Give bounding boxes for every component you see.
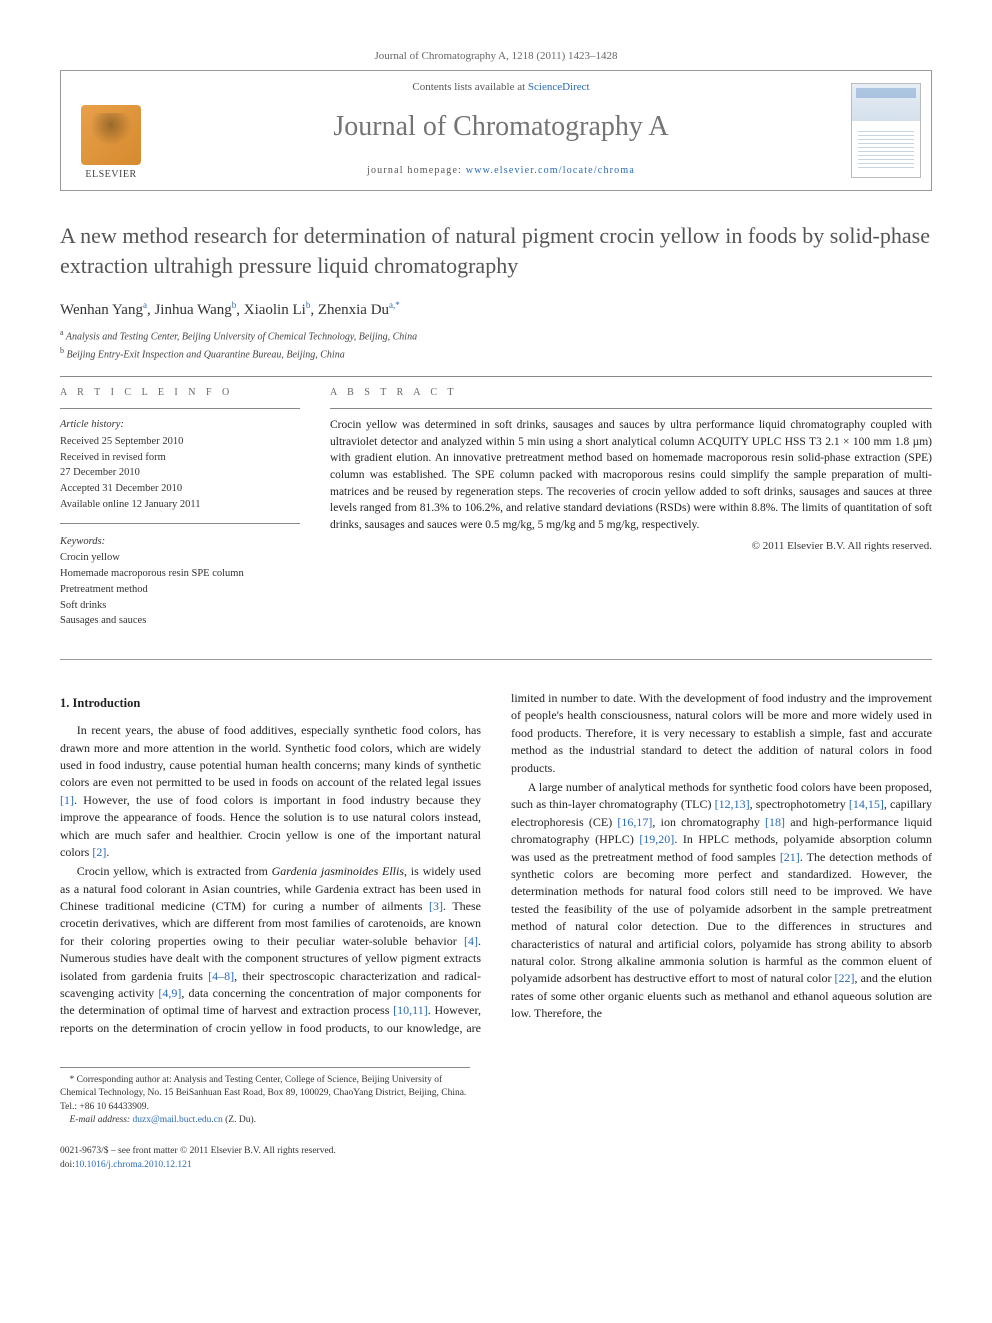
page-footer: 0021-9673/$ – see front matter © 2011 El… [60, 1145, 470, 1172]
corresponding-author-note: * Corresponding author at: Analysis and … [60, 1074, 470, 1114]
keyword: Pretreatment method [60, 582, 300, 598]
history-label: Article history: [60, 417, 300, 433]
rule-top [60, 376, 932, 377]
abstract-column: A B S T R A C T Crocin yellow was determ… [330, 387, 932, 649]
email-line: E-mail address: duzx@mail.buct.edu.cn (Z… [60, 1114, 470, 1127]
abstract-rule [330, 408, 932, 409]
history-line: 27 December 2010 [60, 465, 300, 481]
body-paragraph: A large number of analytical methods for… [511, 779, 932, 1022]
elsevier-tree-icon [81, 105, 141, 165]
abstract-heading: A B S T R A C T [330, 387, 932, 398]
footnotes: * Corresponding author at: Analysis and … [60, 1067, 470, 1127]
email-label: E-mail address: [70, 1115, 131, 1125]
section-number: 1. [60, 696, 69, 710]
body-text: 1. Introduction In recent years, the abu… [60, 690, 932, 1037]
affiliation-b-text: Beijing Entry-Exit Inspection and Quaran… [67, 349, 345, 360]
publisher-logo-area: ELSEVIER [61, 71, 161, 190]
affiliation-a-text: Analysis and Testing Center, Beijing Uni… [66, 332, 417, 343]
contents-line: Contents lists available at ScienceDirec… [161, 81, 841, 93]
affiliation-b: b Beijing Entry-Exit Inspection and Quar… [60, 345, 932, 362]
info-rule-1 [60, 408, 300, 409]
article-title: A new method research for determination … [60, 221, 932, 280]
front-matter-line: 0021-9673/$ – see front matter © 2011 El… [60, 1145, 470, 1158]
journal-header: ELSEVIER Contents lists available at Sci… [60, 70, 932, 191]
keyword: Sausages and sauces [60, 613, 300, 629]
keyword: Homemade macroporous resin SPE column [60, 566, 300, 582]
section-title: Introduction [73, 696, 141, 710]
section-heading: 1. Introduction [60, 694, 481, 712]
history-line: Received 25 September 2010 [60, 434, 300, 450]
history-line: Received in revised form [60, 450, 300, 466]
article-info: A R T I C L E I N F O Article history: R… [60, 387, 300, 649]
journal-cover-icon [851, 83, 921, 178]
keyword: Soft drinks [60, 598, 300, 614]
citation-line: Journal of Chromatography A, 1218 (2011)… [60, 50, 932, 62]
homepage-link[interactable]: www.elsevier.com/locate/chroma [466, 165, 635, 176]
author-list: Wenhan Yanga, Jinhua Wangb, Xiaolin Lib,… [60, 300, 932, 319]
info-heading: A R T I C L E I N F O [60, 387, 300, 398]
cover-thumb-area [841, 71, 931, 190]
homepage-line: journal homepage: www.elsevier.com/locat… [161, 165, 841, 176]
abstract-copyright: © 2011 Elsevier B.V. All rights reserved… [330, 540, 932, 552]
elsevier-logo: ELSEVIER [71, 90, 151, 180]
affiliation-a: a Analysis and Testing Center, Beijing U… [60, 327, 932, 344]
email-person: (Z. Du). [225, 1115, 256, 1125]
keywords-block: Keywords: Crocin yellow Homemade macropo… [60, 534, 300, 640]
affiliations: a Analysis and Testing Center, Beijing U… [60, 327, 932, 362]
body-paragraph: In recent years, the abuse of food addit… [60, 722, 481, 861]
contents-prefix: Contents lists available at [412, 81, 527, 93]
doi-label: doi: [60, 1160, 75, 1170]
page-root: Journal of Chromatography A, 1218 (2011)… [0, 0, 992, 1212]
keywords-label: Keywords: [60, 534, 300, 550]
history-line: Available online 12 January 2011 [60, 497, 300, 513]
keyword: Crocin yellow [60, 550, 300, 566]
doi-line: doi:10.1016/j.chroma.2010.12.121 [60, 1159, 470, 1172]
email-link[interactable]: duzx@mail.buct.edu.cn [132, 1115, 222, 1125]
homepage-prefix: journal homepage: [367, 165, 466, 176]
corr-text: Corresponding author at: Analysis and Te… [60, 1075, 466, 1112]
publisher-name: ELSEVIER [85, 169, 136, 180]
history-block: Article history: Received 25 September 2… [60, 417, 300, 524]
rule-mid [60, 659, 932, 660]
history-line: Accepted 31 December 2010 [60, 481, 300, 497]
abstract-text: Crocin yellow was determined in soft dri… [330, 417, 932, 534]
journal-name: Journal of Chromatography A [161, 111, 841, 143]
doi-link[interactable]: 10.1016/j.chroma.2010.12.121 [75, 1160, 192, 1170]
header-center: Contents lists available at ScienceDirec… [161, 71, 841, 190]
sciencedirect-link[interactable]: ScienceDirect [528, 81, 590, 93]
info-abstract-row: A R T I C L E I N F O Article history: R… [60, 387, 932, 649]
